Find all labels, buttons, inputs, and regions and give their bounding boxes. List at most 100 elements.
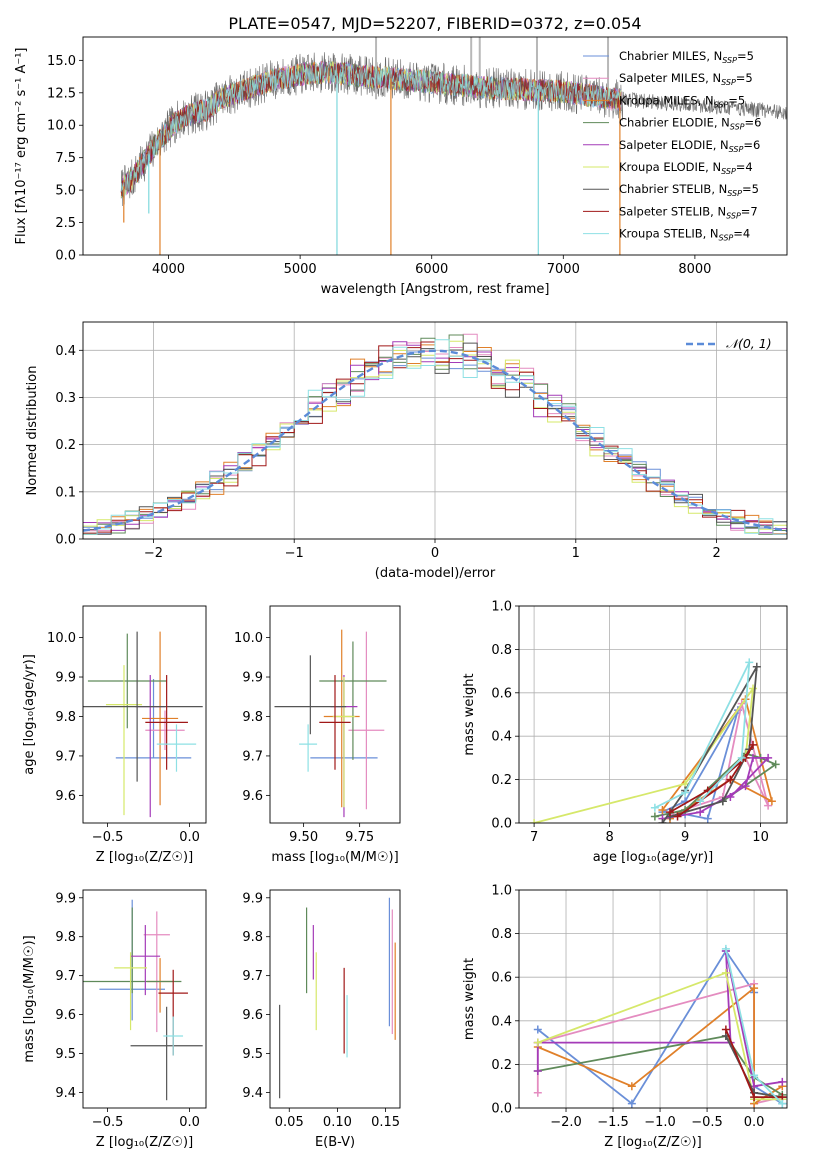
y-tick-label: 9.9 bbox=[242, 891, 263, 906]
legend-label-base: Kroupa STELIB, N bbox=[619, 227, 719, 241]
marker-kelodie bbox=[533, 1038, 542, 1047]
y-tick-label: 0.8 bbox=[491, 643, 512, 658]
marker-celodie bbox=[771, 760, 780, 769]
y-tick-label: 9.4 bbox=[242, 1086, 263, 1101]
y-tick-label: 0.4 bbox=[491, 1014, 512, 1029]
marker-sstelib bbox=[726, 775, 735, 784]
age-vs-mass-plot-area bbox=[274, 629, 387, 818]
x-tick-label: 0.0 bbox=[744, 1115, 765, 1130]
y-tick-label: 10.0 bbox=[47, 631, 76, 646]
legend-label-tail: =5 bbox=[728, 93, 745, 107]
x-tick-label: 0 bbox=[431, 546, 439, 561]
x-tick-label: −0.5 bbox=[691, 1115, 723, 1130]
legend-label-tail: =6 bbox=[743, 138, 760, 152]
y-axis-label: mass weight bbox=[462, 958, 477, 1040]
chart-mass-vs-ebv: 0.05 0.10 0.15 9.4 9.5 9.6 9.7 9.8 9.9 E(B-V) bbox=[242, 889, 401, 1150]
chart-age-vs-Z: −0.5 0.0 9.6 9.7 9.8 9.9 10.0 Z [log₁₀(Z/Z☉)] ag… bbox=[22, 605, 207, 865]
y-tick-label: 0.0 bbox=[491, 817, 512, 832]
legend-label-subscript: SSP bbox=[726, 211, 741, 220]
marker-kelodie bbox=[530, 819, 539, 823]
y-axis-label: mass weight bbox=[462, 673, 477, 755]
chart-massweight-vs-age: 7 8 9 10 0.0 0.2 0.4 0.6 0.8 1.0 age [log₁₀(age/yr… bbox=[462, 600, 788, 865]
legend-label-base: Salpeter STELIB, N bbox=[619, 204, 726, 218]
series-line-sstelib bbox=[669, 744, 754, 818]
x-tick-label: 2 bbox=[712, 546, 720, 561]
x-tick-label: 0.15 bbox=[371, 1115, 400, 1130]
series-line-selodie bbox=[536, 950, 783, 1088]
x-tick-label: 9.50 bbox=[289, 830, 318, 845]
x-tick-label: −2.0 bbox=[550, 1115, 582, 1130]
x-tick-label: −2 bbox=[144, 546, 163, 561]
x-tick-label: −1 bbox=[285, 546, 304, 561]
axes-frame bbox=[269, 889, 401, 1109]
legend-label-subscript: SSP bbox=[719, 234, 734, 243]
axes-frame bbox=[518, 889, 788, 1109]
y-tick-label: 9.5 bbox=[242, 1047, 263, 1062]
chart-spectrum: 4000 5000 6000 7000 8000 0.0 2.5 5.0 7.5 10.0 12.5… bbox=[14, 36, 788, 297]
x-tick-label: 4000 bbox=[152, 262, 185, 277]
normal-curve bbox=[83, 349, 787, 532]
figure-title: PLATE=0547, MJD=52207, FIBERID=0372, z=0… bbox=[228, 14, 641, 33]
x-axis-label: mass [log₁₀(M/M☉)] bbox=[271, 850, 398, 865]
x-axis-label: Z [log₁₀(Z/Z☉)] bbox=[96, 1135, 193, 1150]
legend-label-subscript: SSP bbox=[729, 145, 744, 154]
marker-sstelib bbox=[721, 1025, 730, 1034]
x-tick-label: 10 bbox=[752, 830, 769, 845]
marker-kstelib bbox=[750, 1071, 759, 1080]
y-tick-label: 0.2 bbox=[55, 438, 76, 453]
legend-label-selodie: Salpeter ELODIE, NSSP=6 bbox=[619, 138, 760, 154]
y-tick-label: 0.6 bbox=[491, 686, 512, 701]
marker-sstelib bbox=[665, 808, 674, 817]
marker-sstelib bbox=[750, 1093, 759, 1102]
marker-selodie bbox=[749, 753, 758, 762]
y-tick-label: 0.0 bbox=[55, 249, 76, 264]
legend-label-sstelib: Salpeter STELIB, NSSP=7 bbox=[619, 204, 758, 220]
x-tick-label: 9.75 bbox=[345, 830, 374, 845]
x-tick-label: 0.0 bbox=[179, 1115, 200, 1130]
mass-vs-ebv-plot-area bbox=[279, 897, 396, 1099]
y-tick-label: 9.9 bbox=[55, 891, 76, 906]
y-tick-label: 9.6 bbox=[55, 789, 76, 804]
marker-selodie bbox=[764, 753, 773, 762]
x-tick-label: −1.5 bbox=[597, 1115, 629, 1130]
y-tick-label: 0.0 bbox=[491, 1102, 512, 1117]
y-tick-label: 9.7 bbox=[55, 969, 76, 984]
marker-selodie bbox=[778, 1077, 787, 1086]
legend-label-tail: =5 bbox=[736, 71, 753, 85]
x-tick-label: 7 bbox=[530, 830, 538, 845]
y-tick-label: 0.8 bbox=[491, 927, 512, 942]
legend-label-tail: =4 bbox=[736, 160, 753, 174]
y-tick-label: 5.0 bbox=[55, 184, 76, 199]
y-tick-label: 9.7 bbox=[242, 749, 263, 764]
marker-sstelib bbox=[749, 740, 758, 749]
legend-label-base: Salpeter MILES, N bbox=[619, 71, 721, 85]
legend-label-celodie: Chabrier ELODIE, NSSP=6 bbox=[619, 116, 761, 132]
series-line-kelodie bbox=[533, 687, 754, 823]
x-tick-label: 9 bbox=[681, 830, 689, 845]
plots: 4000 5000 6000 7000 80000.02.55.07.510.012.5… bbox=[14, 36, 788, 1150]
residuals-plot-area bbox=[83, 333, 787, 535]
legend-label-subscript: SSP bbox=[721, 78, 736, 87]
marker-cmiles bbox=[627, 1099, 636, 1108]
y-tick-label: 10.0 bbox=[47, 119, 76, 134]
legend-label-base: Chabrier ELODIE, N bbox=[619, 116, 730, 130]
marker-kstelib bbox=[737, 753, 746, 762]
legend-label-normal: 𝒩(0, 1) bbox=[726, 336, 772, 351]
y-tick-label: 9.4 bbox=[55, 1086, 76, 1101]
legend-label-subscript: SSP bbox=[714, 100, 729, 109]
x-tick-label: 0.05 bbox=[275, 1115, 304, 1130]
marker-cmiles bbox=[703, 814, 712, 823]
y-tick-label: 9.9 bbox=[242, 671, 263, 686]
legend-label-cstelib: Chabrier STELIB, NSSP=5 bbox=[619, 182, 759, 198]
y-tick-label: 9.7 bbox=[55, 749, 76, 764]
x-tick-label: 0.10 bbox=[323, 1115, 352, 1130]
x-tick-label: −0.5 bbox=[92, 1115, 124, 1130]
marker-kmiles bbox=[767, 797, 776, 806]
y-tick-label: 9.6 bbox=[242, 789, 263, 804]
marker-kmiles bbox=[627, 1082, 636, 1091]
age-vs-Z-plot-area bbox=[83, 631, 203, 818]
histogram-kstelib bbox=[83, 339, 787, 535]
y-axis-label: Flux [fλ10⁻¹⁷ erg cm⁻² s⁻¹ A⁻¹] bbox=[14, 48, 29, 245]
marker-kstelib bbox=[721, 944, 730, 953]
